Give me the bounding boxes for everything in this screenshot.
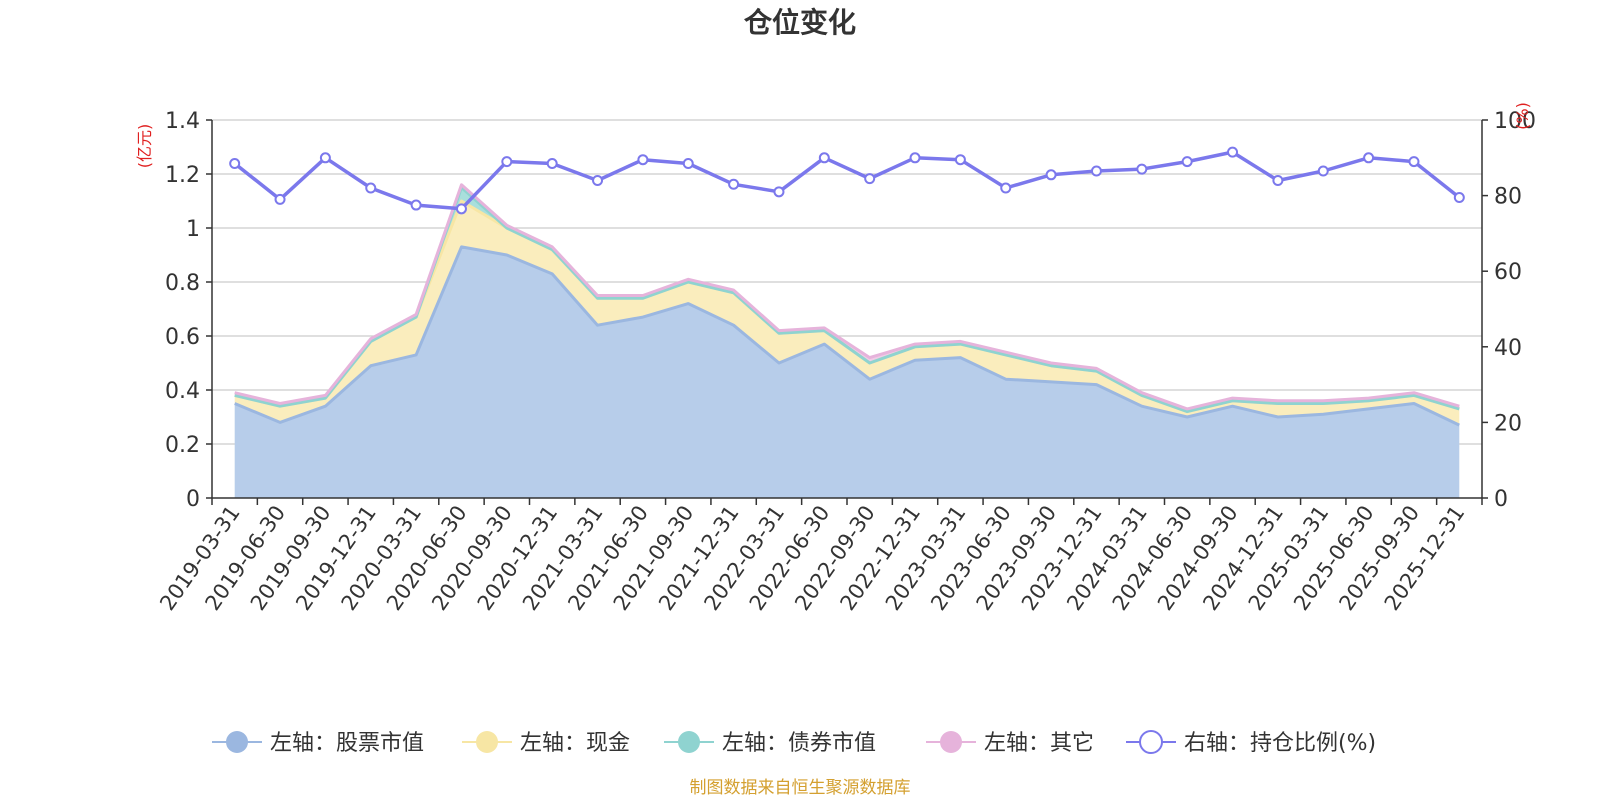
ratio-point [319,152,331,164]
legend-swatch-marker [678,731,700,753]
source-note: 制图数据来自恒生聚源数据库 [690,778,911,798]
ratio-point [818,152,830,164]
legend-item-1: 左轴：现金 [462,731,630,756]
legend-label: 左轴：股票市值 [270,731,424,756]
ratio-point [728,178,740,190]
ratio-point [229,157,241,169]
left-tick-label: 0.2 [165,433,200,458]
area-series-1 [234,201,1460,426]
ratio-point [365,182,377,194]
series-lines [233,150,1461,427]
area-layers [234,184,1460,498]
legend-swatch-marker [226,731,248,753]
ratio-point [455,203,467,215]
legend-label: 左轴：债券市值 [722,731,876,756]
left-tick-label: 1.2 [165,163,200,188]
ratio-point [954,154,966,166]
right-tick-label: 20 [1494,411,1522,436]
legend: 左轴：股票市值 左轴：现金 左轴：债券市值 左轴：其它 右轴：持仓比例(%) [212,730,1376,756]
ratio-point [1136,163,1148,175]
ratio-point [410,199,422,211]
ratio-point [864,173,876,185]
ratio-point [592,174,604,186]
right-tick-label: 100 [1494,109,1536,134]
left-axis-unit-label: (亿元) [135,124,154,169]
legend-item-4: 右轴：持仓比例(%) [1126,730,1376,756]
legend-item-3: 左轴：其它 [926,731,1094,756]
legend-label: 左轴：其它 [984,731,1094,756]
legend-item-0: 左轴：股票市值 [212,731,424,756]
left-tick-label: 0.6 [165,325,200,350]
ratio-point [773,186,785,198]
legend-label: 右轴：持仓比例(%) [1184,731,1376,756]
ratio-point [1090,165,1102,177]
chart-title: 仓位变化 [744,6,856,39]
right-axis-unit-label: (%) [1513,102,1532,130]
ratio-point [1227,146,1239,158]
ratio-points [229,146,1465,215]
ratio-point [1363,152,1375,164]
ratio-point [1408,156,1420,168]
area-series-0 [234,246,1460,498]
ratio-point [1272,174,1284,186]
ratio-point [637,154,649,166]
left-tick-label: 0.4 [165,379,200,404]
ratio-point [1000,182,1012,194]
ratio-line [233,150,1461,211]
right-tick-label: 60 [1494,260,1522,285]
right-tick-label: 80 [1494,185,1522,210]
left-tick-label: 1.4 [165,109,200,134]
ratio-point [274,193,286,205]
legend-label: 左轴：现金 [520,731,630,756]
ratio-point [501,156,513,168]
area-line-series-3 [234,183,1460,411]
ratio-point [1317,165,1329,177]
left-tick-label: 0 [186,487,200,512]
legend-swatch-marker [940,731,962,753]
left-tick-label: 0.8 [165,271,200,296]
legend-swatch-marker [476,731,498,753]
ratio-point [1453,191,1465,203]
right-tick-label: 40 [1494,336,1522,361]
legend-item-2: 左轴：债券市值 [664,731,876,756]
right-tick-label: 0 [1494,487,1508,512]
ratio-point [1045,169,1057,181]
legend-swatch-marker [1139,730,1163,754]
ratio-point [909,152,921,164]
ratio-point [1181,156,1193,168]
left-tick-label: 1 [186,217,200,242]
area-line-series-0 [234,245,1460,427]
ratio-point [546,157,558,169]
ratio-point [682,157,694,169]
